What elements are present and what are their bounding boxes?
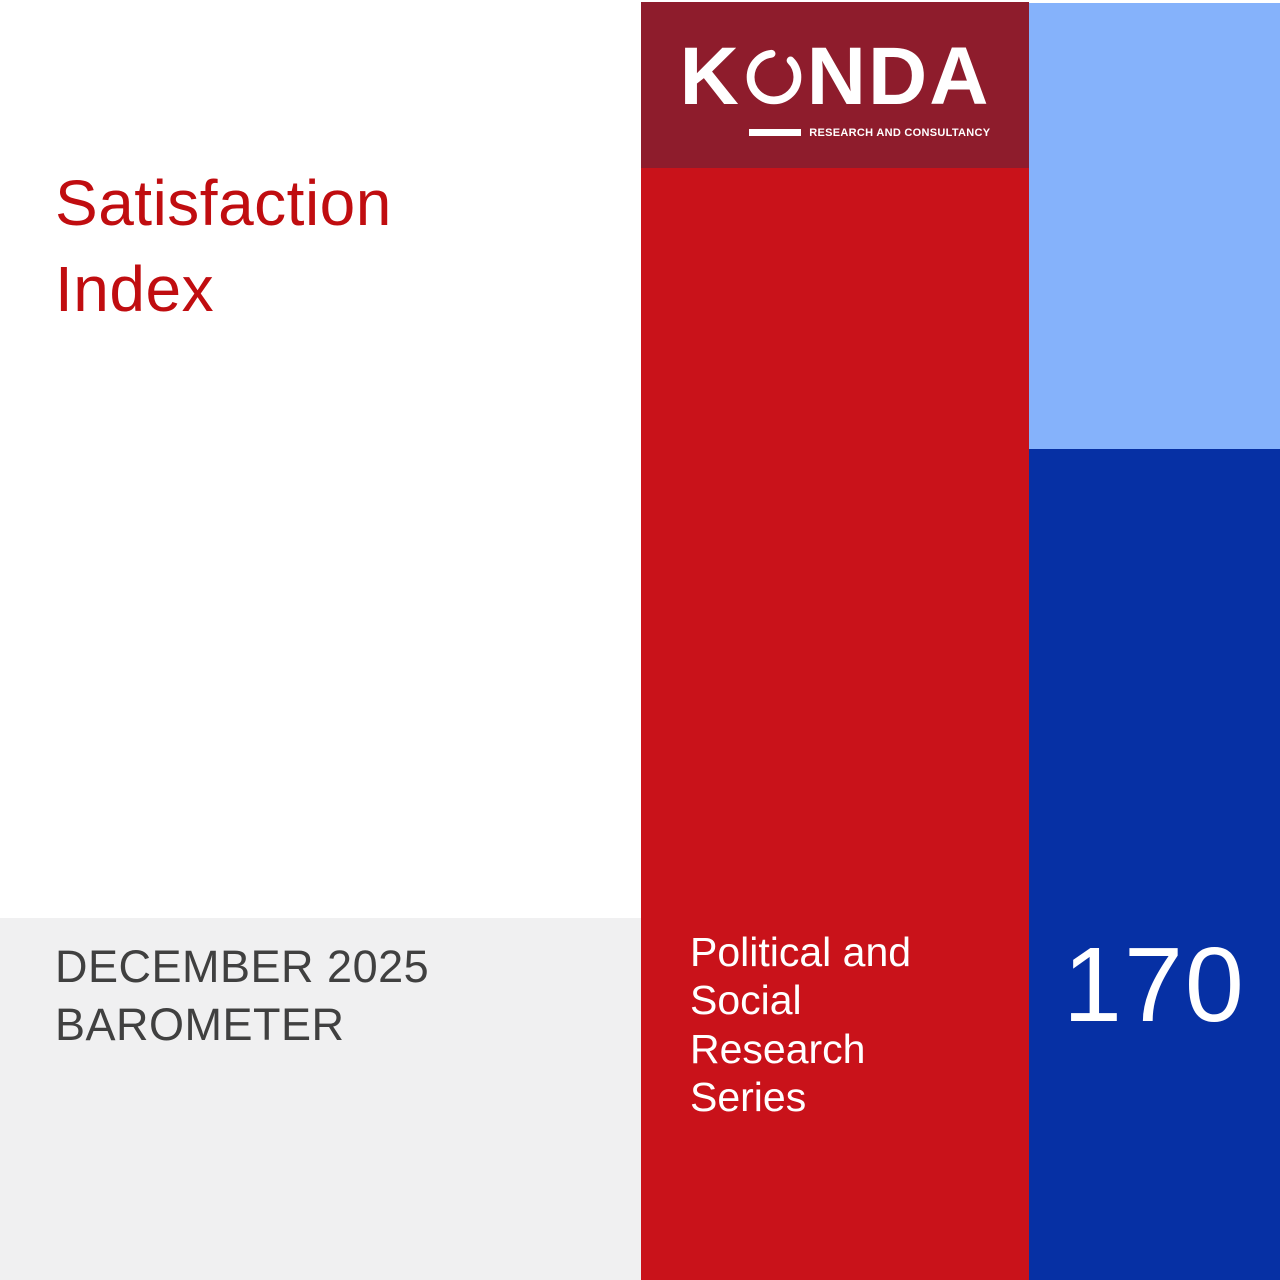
- date-label: DECEMBER 2025 BAROMETER: [55, 941, 430, 1051]
- wordmark-k: K: [679, 30, 741, 122]
- brand-header: K NDA RESEARCH AND CONSULTANCY: [641, 2, 1029, 168]
- tagline-bar: [749, 129, 802, 136]
- middle-column: K NDA RESEARCH AND CONSULTANCY Political…: [641, 0, 1029, 1280]
- konda-wordmark: K NDA: [679, 30, 991, 122]
- right-column: 170: [1029, 0, 1280, 1280]
- logo-tagline: RESEARCH AND CONSULTANCY: [680, 127, 991, 139]
- tagline-text: RESEARCH AND CONSULTANCY: [809, 126, 991, 139]
- konda-logo: K NDA RESEARCH AND CONSULTANCY: [679, 30, 991, 139]
- series-label: Political and Social Research Series: [690, 929, 912, 1121]
- issue-number: 170: [1063, 926, 1246, 1044]
- date-band: DECEMBER 2025 BAROMETER: [0, 918, 641, 1280]
- report-title: Satisfaction Index: [55, 167, 392, 326]
- dark-blue-block: 170: [1029, 449, 1280, 1280]
- konda-o-swirl-icon: [746, 49, 802, 104]
- light-blue-block: [1029, 3, 1280, 449]
- left-panel: Satisfaction Index DECEMBER 2025 BAROMET…: [0, 167, 641, 1280]
- series-panel: Political and Social Research Series: [641, 168, 1029, 1280]
- wordmark-nda: NDA: [806, 30, 991, 122]
